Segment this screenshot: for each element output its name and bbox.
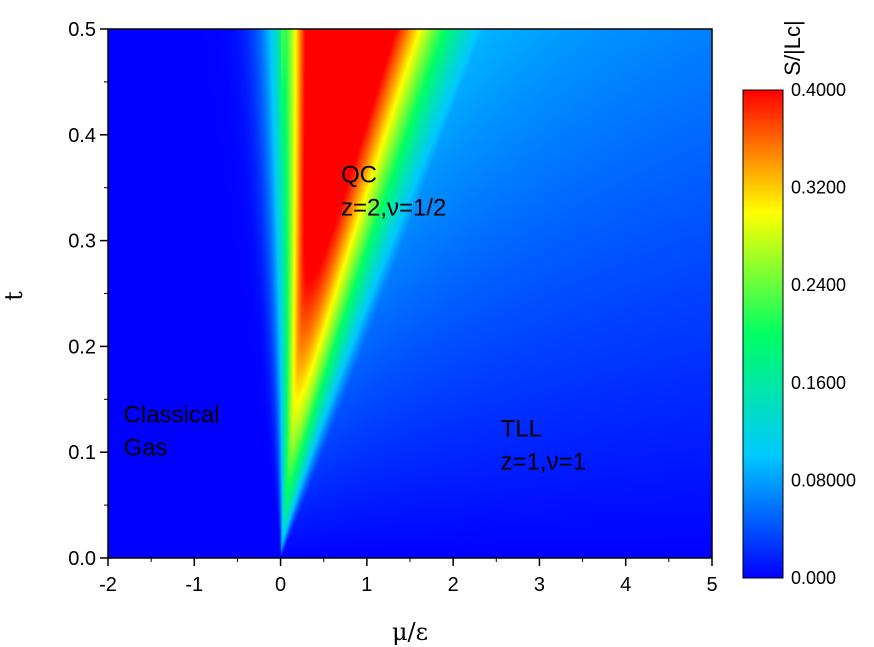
annotation-line: Gas (124, 435, 168, 462)
y-axis: 0.0 0.1 0.2 0.3 0.4 0.5 (68, 19, 108, 570)
colorbar: 0.000 0.08000 0.1600 0.2400 0.3200 0.4000 (742, 80, 856, 588)
x-tick-label: -2 (99, 574, 117, 596)
annotation-line: z=2,ν=1/2 (341, 194, 446, 221)
plot-area (107, 28, 713, 559)
annotation-tll: TLL z=1,ν=1 (501, 415, 586, 475)
x-tick-label: 0 (275, 574, 286, 596)
heatmap-surface (108, 29, 712, 558)
annotation-line: Classical (124, 402, 220, 429)
x-tick-label: 3 (534, 574, 545, 596)
y-tick-label: 0.5 (68, 19, 96, 41)
colorbar-gradient (743, 90, 783, 578)
y-tick-label: 0.1 (68, 442, 96, 464)
x-tick-label: 2 (448, 574, 459, 596)
annotation-line: QC (341, 161, 377, 188)
y-tick-label: 0.2 (68, 336, 96, 358)
x-tick-label: -1 (185, 574, 203, 596)
x-tick-label: 5 (706, 574, 717, 596)
y-axis-title: t (0, 291, 28, 301)
colorbar-tick-label: 0.08000 (791, 470, 856, 490)
annotation-classical: Classical Gas (124, 402, 220, 462)
y-tick-label: 0.0 (68, 548, 96, 570)
x-tick-label: 4 (620, 574, 631, 596)
y-tick-label: 0.4 (68, 125, 96, 147)
annotation-line: TLL (501, 415, 542, 442)
colorbar-tick-label: 0.000 (791, 568, 836, 588)
colorbar-tick-label: 0.3200 (791, 178, 846, 198)
colorbar-tick-label: 0.2400 (791, 275, 846, 295)
colorbar-tick-label: 0.1600 (791, 373, 846, 393)
colorbar-tick-label: 0.4000 (791, 80, 846, 100)
x-axis-title: μ/ε (392, 618, 428, 646)
colorbar-title: S/|Lc| (780, 20, 805, 75)
y-tick-label: 0.3 (68, 231, 96, 253)
annotation-line: z=1,ν=1 (501, 448, 586, 475)
x-tick-label: 1 (361, 574, 372, 596)
x-axis: -2 -1 0 1 2 3 4 5 (99, 558, 718, 596)
annotation-qc: QC z=2,ν=1/2 (341, 161, 446, 221)
colorbar-frame (742, 89, 784, 579)
region-annotations: QC z=2,ν=1/2 Classical Gas TLL z=1,ν=1 (124, 161, 586, 475)
